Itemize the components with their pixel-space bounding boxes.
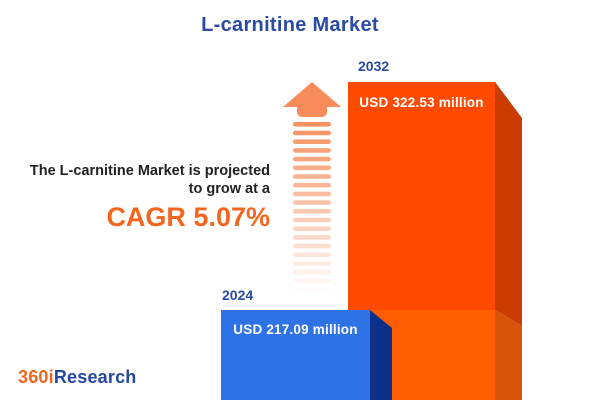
growth-arrow-stripe [293,130,331,136]
annotation-line2: to grow at a [188,181,270,197]
label-value-2032: USD 322.53 million [359,95,484,110]
label-year-2024: 2024 [222,287,254,303]
growth-arrow-stripe [293,139,331,144]
logo-prefix: 360i [18,367,54,387]
bar-2032 [348,82,522,400]
growth-arrow-stripe [293,261,331,266]
growth-arrow-stripe [293,209,331,214]
annotation-block: The L-carnitine Market is projected to g… [0,162,270,231]
label-value-2024: USD 217.09 million [233,322,358,337]
annotation-line1: The L-carnitine Market is projected [29,163,270,179]
bar-2032-side-lower [495,310,522,400]
growth-arrow-stripe [293,269,331,275]
growth-arrow-stripe [293,200,331,205]
growth-arrow-stripe [293,156,331,162]
growth-arrow-icon [283,82,341,292]
growth-arrow-stripes [293,122,331,292]
growth-arrow-stripe [293,252,331,258]
bar-2032-face-upper [348,82,495,310]
bar-2024-side [370,310,392,400]
bar-2024 [221,310,392,400]
growth-arrow-stripe [293,243,331,249]
label-year-2032: 2032 [358,58,390,74]
cagr-text: CAGR 5.07% [106,202,270,232]
brand-logo: 360iResearch [18,367,137,388]
bar-2032-side-upper [495,82,522,326]
growth-arrow-stripe [293,191,331,197]
growth-arrow-stripe [293,226,331,231]
page-title: L-carnitine Market [201,14,379,36]
growth-arrow-head [283,82,341,107]
growth-arrow-stripe [293,122,331,127]
growth-arrow-stripe [293,217,331,223]
growth-arrow-stripe [293,235,331,240]
growth-arrow-stripe [293,182,331,188]
growth-arrow-stub [297,103,327,117]
bar-2024-face [221,310,370,400]
growth-arrow-stripe [293,287,331,292]
growth-arrow-stripe [293,174,331,179]
growth-arrow-stripe [293,165,331,171]
logo-suffix: Research [53,367,137,387]
growth-arrow-stripe [293,278,331,284]
growth-arrow-stripe [293,148,331,153]
